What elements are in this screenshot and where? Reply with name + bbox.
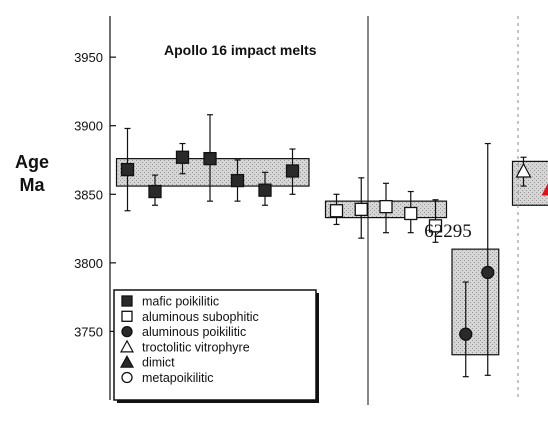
legend-marker-mafic-poikilitic	[121, 295, 133, 307]
highlighted-point-troctolitic-vitrophyre	[541, 183, 548, 196]
legend-label: metapoikilitic	[142, 371, 214, 385]
data-point-mafic-poikilitic	[230, 173, 245, 188]
data-point-troctolitic-vitrophyre	[515, 162, 532, 178]
legend-marker-troctolitic-vitrophyre	[119, 339, 135, 353]
legend-label: dimict	[142, 356, 175, 370]
data-point-mafic-poikilitic	[258, 183, 272, 197]
data-point-mafic-poikilitic	[148, 184, 162, 199]
data-point-aluminous-subophitic	[329, 204, 344, 218]
age-range-box-troctolitic-vitrophyre	[511, 160, 548, 206]
data-point-aluminous-subophitic	[379, 199, 393, 214]
legend-label: troctolitic vitrophyre	[142, 340, 250, 354]
legend-box	[113, 289, 317, 401]
legend-label: mafic poikilitic	[142, 295, 219, 309]
data-point-aluminous-poikilitic	[481, 265, 495, 280]
data-point-mafic-poikilitic	[175, 150, 190, 164]
chart-title: Apollo 16 impact melts	[164, 42, 317, 58]
data-point-aluminous-subophitic	[428, 219, 443, 233]
data-point-aluminous-poikilitic	[459, 327, 473, 341]
data-point-mafic-poikilitic	[120, 162, 135, 177]
legend-label: aluminous subophitic	[142, 310, 259, 324]
y-axis-label-ma: Ma	[19, 175, 45, 195]
y-tick-label: 3750	[74, 324, 103, 339]
y-tick-label: 3950	[74, 50, 103, 65]
y-tick-label: 3800	[74, 256, 103, 271]
y-axis-label-age: Age	[15, 152, 49, 172]
y-tick-label: 3900	[74, 119, 103, 134]
legend-marker-metapoikilitic	[121, 371, 133, 384]
legend-label: aluminous poikilitic	[142, 325, 246, 339]
sample-annotation: 62295	[424, 221, 472, 242]
legend-marker-dimict	[119, 354, 135, 368]
data-point-mafic-poikilitic	[203, 151, 217, 166]
legend-marker-aluminous-subophitic	[121, 310, 133, 322]
y-tick-label: 3850	[74, 187, 103, 202]
data-point-mafic-poikilitic	[285, 164, 300, 178]
data-point-aluminous-subophitic	[354, 202, 368, 217]
legend-marker-aluminous-poikilitic	[121, 325, 133, 338]
data-point-aluminous-subophitic	[404, 206, 418, 221]
age-range-box-aluminous-poikilitic	[451, 248, 500, 356]
